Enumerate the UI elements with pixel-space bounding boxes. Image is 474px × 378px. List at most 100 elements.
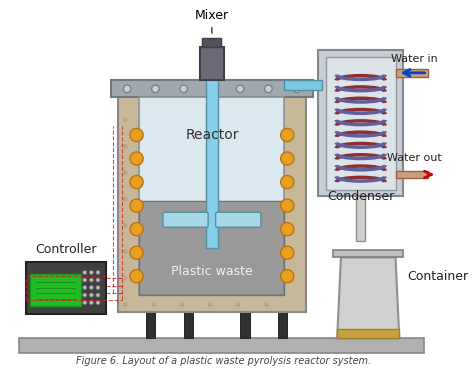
FancyBboxPatch shape: [163, 212, 208, 227]
Circle shape: [179, 197, 184, 201]
Circle shape: [151, 144, 156, 149]
Circle shape: [208, 302, 212, 307]
FancyBboxPatch shape: [337, 329, 399, 338]
Circle shape: [96, 271, 100, 274]
Circle shape: [179, 144, 184, 149]
Circle shape: [179, 170, 184, 175]
Circle shape: [179, 118, 184, 122]
FancyBboxPatch shape: [30, 274, 81, 307]
Circle shape: [130, 129, 143, 142]
Circle shape: [208, 249, 212, 254]
Circle shape: [130, 199, 143, 212]
Circle shape: [179, 249, 184, 254]
Text: Condenser: Condenser: [327, 190, 394, 203]
Bar: [356, 196, 365, 242]
Circle shape: [281, 152, 294, 165]
Circle shape: [90, 301, 93, 305]
Text: Figure 6. Layout of a plastic waste pyrolysis reactor system.: Figure 6. Layout of a plastic waste pyro…: [76, 356, 371, 366]
Circle shape: [281, 246, 294, 259]
Circle shape: [151, 302, 156, 307]
Circle shape: [90, 271, 93, 274]
Circle shape: [264, 118, 269, 122]
Text: Water out: Water out: [387, 153, 442, 163]
Circle shape: [237, 85, 244, 93]
FancyBboxPatch shape: [111, 81, 313, 97]
Bar: [395, 69, 428, 77]
Circle shape: [151, 197, 156, 201]
Circle shape: [130, 152, 143, 165]
Circle shape: [96, 301, 100, 305]
Circle shape: [208, 170, 212, 175]
FancyBboxPatch shape: [118, 86, 306, 312]
Circle shape: [281, 175, 294, 189]
Circle shape: [208, 118, 212, 122]
Circle shape: [123, 144, 128, 149]
Circle shape: [236, 197, 241, 201]
FancyBboxPatch shape: [27, 262, 107, 314]
Circle shape: [123, 249, 128, 254]
Circle shape: [236, 144, 241, 149]
Circle shape: [151, 223, 156, 228]
FancyBboxPatch shape: [202, 38, 221, 47]
Circle shape: [123, 302, 128, 307]
Circle shape: [123, 85, 131, 93]
Circle shape: [152, 85, 159, 93]
Circle shape: [130, 246, 143, 259]
Text: Mixer: Mixer: [195, 9, 229, 33]
Circle shape: [151, 276, 156, 280]
Circle shape: [281, 199, 294, 212]
Bar: [278, 312, 287, 338]
Circle shape: [264, 223, 269, 228]
Circle shape: [264, 85, 272, 93]
Circle shape: [151, 170, 156, 175]
Text: Controller: Controller: [35, 243, 97, 256]
Circle shape: [90, 278, 93, 282]
FancyBboxPatch shape: [139, 97, 284, 295]
Circle shape: [83, 286, 87, 290]
Circle shape: [208, 223, 212, 228]
Circle shape: [90, 286, 93, 290]
Circle shape: [208, 197, 212, 201]
FancyBboxPatch shape: [333, 250, 403, 257]
FancyBboxPatch shape: [326, 57, 395, 190]
Circle shape: [130, 270, 143, 283]
Circle shape: [123, 170, 128, 175]
FancyBboxPatch shape: [19, 338, 424, 353]
Text: Plastic waste: Plastic waste: [171, 265, 253, 278]
Circle shape: [123, 223, 128, 228]
FancyBboxPatch shape: [200, 47, 224, 81]
Circle shape: [90, 293, 93, 297]
Circle shape: [179, 223, 184, 228]
Circle shape: [236, 302, 241, 307]
Bar: [240, 312, 250, 338]
Circle shape: [293, 85, 301, 93]
Circle shape: [281, 223, 294, 236]
FancyBboxPatch shape: [319, 50, 403, 196]
Circle shape: [264, 302, 269, 307]
Bar: [183, 312, 193, 338]
FancyBboxPatch shape: [139, 201, 284, 295]
Circle shape: [180, 85, 187, 93]
Circle shape: [264, 144, 269, 149]
Circle shape: [264, 276, 269, 280]
Circle shape: [264, 197, 269, 201]
Circle shape: [236, 118, 241, 122]
Circle shape: [123, 197, 128, 201]
Circle shape: [151, 118, 156, 122]
Circle shape: [123, 276, 128, 280]
Circle shape: [264, 170, 269, 175]
Text: Container: Container: [407, 270, 468, 283]
Circle shape: [83, 271, 87, 274]
Circle shape: [236, 276, 241, 280]
Circle shape: [130, 175, 143, 189]
Circle shape: [208, 144, 212, 149]
FancyBboxPatch shape: [140, 202, 283, 294]
Bar: [395, 171, 428, 178]
Circle shape: [96, 293, 100, 297]
Circle shape: [83, 301, 87, 305]
Circle shape: [236, 249, 241, 254]
Circle shape: [83, 293, 87, 297]
Circle shape: [281, 129, 294, 142]
Circle shape: [130, 223, 143, 236]
Circle shape: [264, 249, 269, 254]
